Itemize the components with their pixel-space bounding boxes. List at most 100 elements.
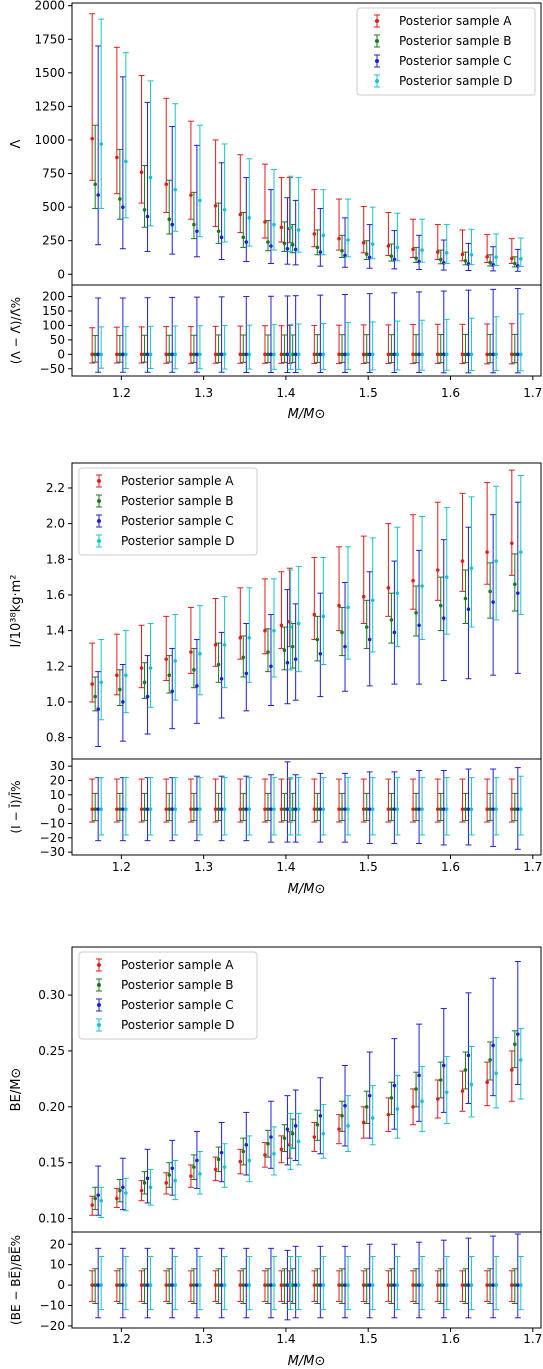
data-point: [266, 1283, 270, 1287]
panel-1-residual-y-tick-label: 200: [42, 290, 65, 304]
data-point: [189, 650, 193, 654]
panel-3-ylabel: BE/M⊙: [9, 1068, 24, 1112]
data-point: [370, 1116, 375, 1120]
data-point: [491, 600, 495, 604]
data-point: [516, 264, 520, 268]
legend-box: [356, 7, 536, 96]
data-point: [411, 578, 415, 583]
data-point: [285, 246, 290, 251]
data-point: [219, 1283, 224, 1287]
data-point: [195, 1158, 199, 1163]
data-point: [343, 1283, 347, 1287]
data-point: [164, 352, 169, 357]
data-point: [288, 1283, 293, 1287]
panel-3-xlabel: M/M⊙: [288, 1354, 326, 1369]
data-point: [99, 807, 103, 811]
data-point: [222, 208, 227, 212]
data-point: [99, 1198, 103, 1203]
data-point: [279, 807, 284, 811]
data-point: [321, 1131, 326, 1136]
data-point: [145, 1283, 150, 1287]
data-point: [386, 244, 391, 248]
data-point: [195, 1283, 199, 1287]
data-point: [263, 1283, 267, 1287]
data-point: [173, 187, 178, 192]
panel-2-main-series-d: [98, 474, 524, 721]
panel-2-xlabel: M/M⊙: [288, 882, 326, 897]
data-point: [435, 568, 440, 572]
data-point: [346, 807, 350, 811]
data-point: [192, 1283, 196, 1287]
panel-2-y-tick-label: 1.6: [46, 588, 65, 602]
data-point: [148, 352, 153, 357]
data-point: [367, 637, 372, 642]
data-point: [247, 807, 252, 811]
data-point: [279, 1283, 284, 1287]
legend-entry: Posterior sample C: [121, 998, 234, 1012]
panel-2-residual-y-tick-label: 30: [50, 759, 65, 773]
data-point: [370, 1283, 375, 1287]
data-point: [370, 807, 375, 811]
data-point: [139, 666, 144, 670]
data-point: [222, 643, 227, 647]
data-point: [389, 1283, 394, 1287]
x-tick-label: 1.3: [194, 1332, 213, 1346]
data-point: [469, 252, 474, 257]
data-point: [337, 352, 341, 357]
data-point: [364, 252, 369, 256]
data-point: [312, 1135, 317, 1139]
panel-1-residual-y-tick-label: −50: [40, 362, 65, 376]
data-point: [417, 623, 421, 628]
data-point: [121, 700, 125, 704]
x-tick-label: 1.7: [523, 1332, 542, 1346]
data-point: [247, 1283, 252, 1287]
data-point: [244, 671, 249, 676]
data-point: [121, 1185, 125, 1190]
data-point: [516, 352, 520, 357]
data-point: [414, 352, 418, 357]
data-point: [115, 673, 119, 677]
data-point: [343, 807, 347, 811]
data-point: [195, 352, 199, 357]
data-point: [312, 612, 317, 617]
data-point: [395, 1283, 400, 1287]
data-point: [167, 1283, 172, 1287]
legend-entry: Posterior sample A: [399, 14, 512, 28]
legend-marker-point: [97, 1003, 101, 1007]
data-point: [192, 668, 196, 672]
data-point: [241, 1149, 246, 1154]
data-point: [414, 610, 418, 615]
panel-2-main-series-a: [89, 469, 515, 703]
legend-marker-point: [97, 499, 101, 503]
x-tick-label: 1.6: [441, 1332, 460, 1346]
panel-3-residual-y-tick-label: −20: [40, 1319, 65, 1333]
data-point: [238, 212, 243, 217]
data-point: [485, 352, 489, 357]
data-point: [164, 182, 169, 187]
legend-marker-point: [97, 983, 101, 987]
data-point: [318, 250, 323, 254]
data-point: [510, 1068, 514, 1072]
data-point: [148, 1185, 153, 1190]
data-point: [189, 807, 193, 811]
data-point: [121, 352, 125, 357]
data-point: [463, 807, 468, 811]
data-point: [395, 352, 400, 357]
legend-marker-point: [97, 479, 101, 483]
legend-marker-point: [375, 19, 379, 23]
data-point: [293, 807, 298, 811]
data-point: [118, 807, 122, 811]
panel-1-residual-series-a: [89, 323, 515, 365]
x-tick-label: 1.7: [523, 386, 542, 400]
data-point: [167, 673, 172, 677]
data-point: [466, 352, 471, 357]
panel-2-y-tick-label: 1.2: [46, 659, 65, 673]
data-point: [170, 222, 175, 227]
data-point: [417, 259, 421, 264]
data-point: [386, 807, 391, 811]
data-point: [213, 203, 218, 208]
data-point: [282, 241, 287, 246]
data-point: [145, 1176, 150, 1181]
data-point: [414, 1087, 418, 1091]
data-point: [488, 807, 492, 811]
